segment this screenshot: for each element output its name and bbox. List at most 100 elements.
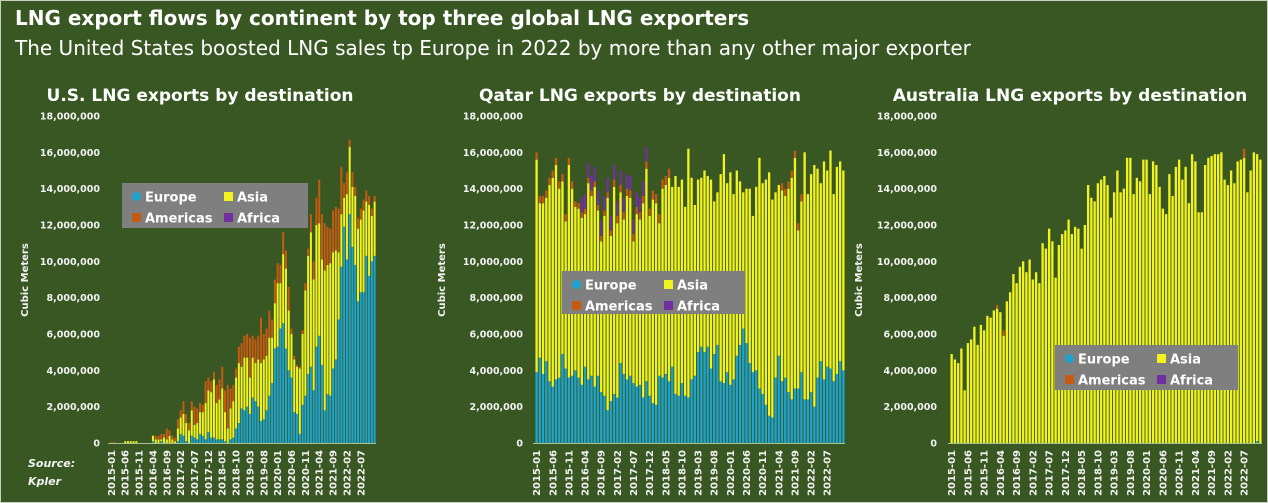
bar-americas — [787, 181, 790, 189]
bar-europe — [619, 363, 622, 443]
y-tick-label: 0 — [516, 439, 523, 450]
bar-asia — [127, 441, 130, 443]
y-tick-label: 4,000,000 — [470, 366, 524, 377]
bar-asia — [1216, 154, 1220, 443]
bar-asia — [151, 435, 154, 442]
bar-asia — [1197, 212, 1200, 443]
y-tick-label: 8,000,000 — [47, 293, 101, 304]
bar-americas — [667, 168, 671, 178]
bar-asia — [309, 232, 312, 367]
bar-europe — [719, 381, 722, 443]
bar-asia — [963, 390, 966, 443]
bar-asia — [354, 195, 357, 265]
bar-asia — [1177, 159, 1181, 443]
bar-asia — [722, 154, 726, 384]
bar-europe — [235, 428, 238, 443]
bar-americas — [596, 205, 600, 211]
bar-africa — [590, 175, 593, 191]
bar-asia — [190, 410, 193, 436]
bar-europe — [251, 397, 254, 443]
chart-title: Qatar LNG exports by destination — [479, 86, 801, 106]
bar-europe — [548, 381, 551, 443]
y-tick-label: 16,000,000 — [40, 148, 100, 159]
bar-europe — [658, 375, 661, 443]
bar-europe — [271, 383, 274, 443]
bar-asia — [1213, 154, 1217, 443]
bar-asia — [761, 183, 764, 394]
bar-asia — [982, 330, 986, 443]
bar-americas — [561, 174, 564, 182]
bar-asia — [332, 252, 335, 369]
bar-asia — [989, 317, 992, 443]
bar-asia — [1158, 186, 1161, 443]
bar-europe — [661, 377, 664, 443]
bar-europe — [706, 346, 709, 443]
x-tick-label: 2020-11 — [758, 450, 769, 496]
x-tick-label: 2020-06 — [742, 450, 753, 496]
bar-asia — [1096, 183, 1100, 443]
bar-americas — [635, 206, 638, 215]
bar-asia — [284, 268, 287, 349]
y-tick-label: 10,000,000 — [877, 257, 937, 268]
x-tick-label: 2018-10 — [1093, 450, 1104, 496]
source-name: Kpler — [28, 475, 62, 488]
bar-europe — [696, 352, 700, 443]
bar-asia — [340, 214, 343, 267]
x-tick-label: 2022-07 — [1240, 450, 1251, 496]
bar-europe — [535, 372, 538, 443]
bar-asia — [345, 194, 348, 260]
bar-asia — [312, 279, 315, 391]
y-tick-label: 2,000,000 — [470, 402, 524, 413]
bar-asia — [1164, 214, 1168, 443]
legend-swatch-americas — [1065, 375, 1074, 384]
bar-africa — [609, 215, 613, 231]
bar-asia — [1181, 179, 1184, 443]
bar-africa — [622, 197, 625, 213]
bar-asia — [600, 241, 603, 393]
bar-americas — [218, 379, 221, 400]
bar-europe — [654, 404, 658, 443]
bar-americas — [1242, 148, 1246, 158]
bar-asia — [1051, 241, 1054, 443]
bar-europe — [273, 348, 276, 443]
bar-asia — [1018, 266, 1022, 443]
bar-americas — [580, 212, 583, 218]
bar-asia — [838, 161, 842, 362]
bar-europe — [370, 261, 373, 443]
bar-europe — [221, 439, 224, 443]
bar-americas — [362, 199, 365, 211]
bar-americas — [193, 406, 196, 425]
bar-asia — [329, 263, 332, 396]
x-tick-label: 2017-02 — [1028, 450, 1039, 496]
legend-swatch-americas — [132, 213, 141, 222]
bar-europe — [651, 403, 655, 443]
bar-asia — [223, 412, 226, 442]
bar-asia — [541, 203, 545, 374]
legend-label-europe: Europe — [145, 191, 197, 206]
bar-africa — [645, 146, 648, 162]
bar-europe — [816, 377, 819, 443]
bar-asia — [548, 185, 551, 382]
bar-americas — [110, 442, 113, 443]
y-tick-label: 12,000,000 — [463, 221, 523, 232]
bar-europe — [260, 421, 263, 443]
bar-europe — [667, 381, 671, 443]
bar-europe — [276, 346, 279, 443]
bar-europe — [279, 328, 282, 443]
bar-asia — [1246, 192, 1249, 443]
bar-europe — [822, 379, 826, 443]
x-tick-label: 2015-01 — [947, 450, 958, 496]
legend-swatch-asia — [224, 192, 233, 201]
bar-asia — [800, 201, 803, 373]
bar-asia — [780, 190, 784, 382]
bar-asia — [551, 177, 554, 387]
bar-europe — [307, 373, 310, 443]
legend-swatch-africa — [1157, 375, 1166, 384]
legend-swatch-europe — [132, 192, 141, 201]
bar-asia — [960, 348, 963, 443]
source-label: Source: — [28, 457, 75, 470]
legend-swatch-asia — [1157, 354, 1166, 363]
bar-europe — [287, 370, 290, 443]
bar-europe — [767, 415, 771, 443]
